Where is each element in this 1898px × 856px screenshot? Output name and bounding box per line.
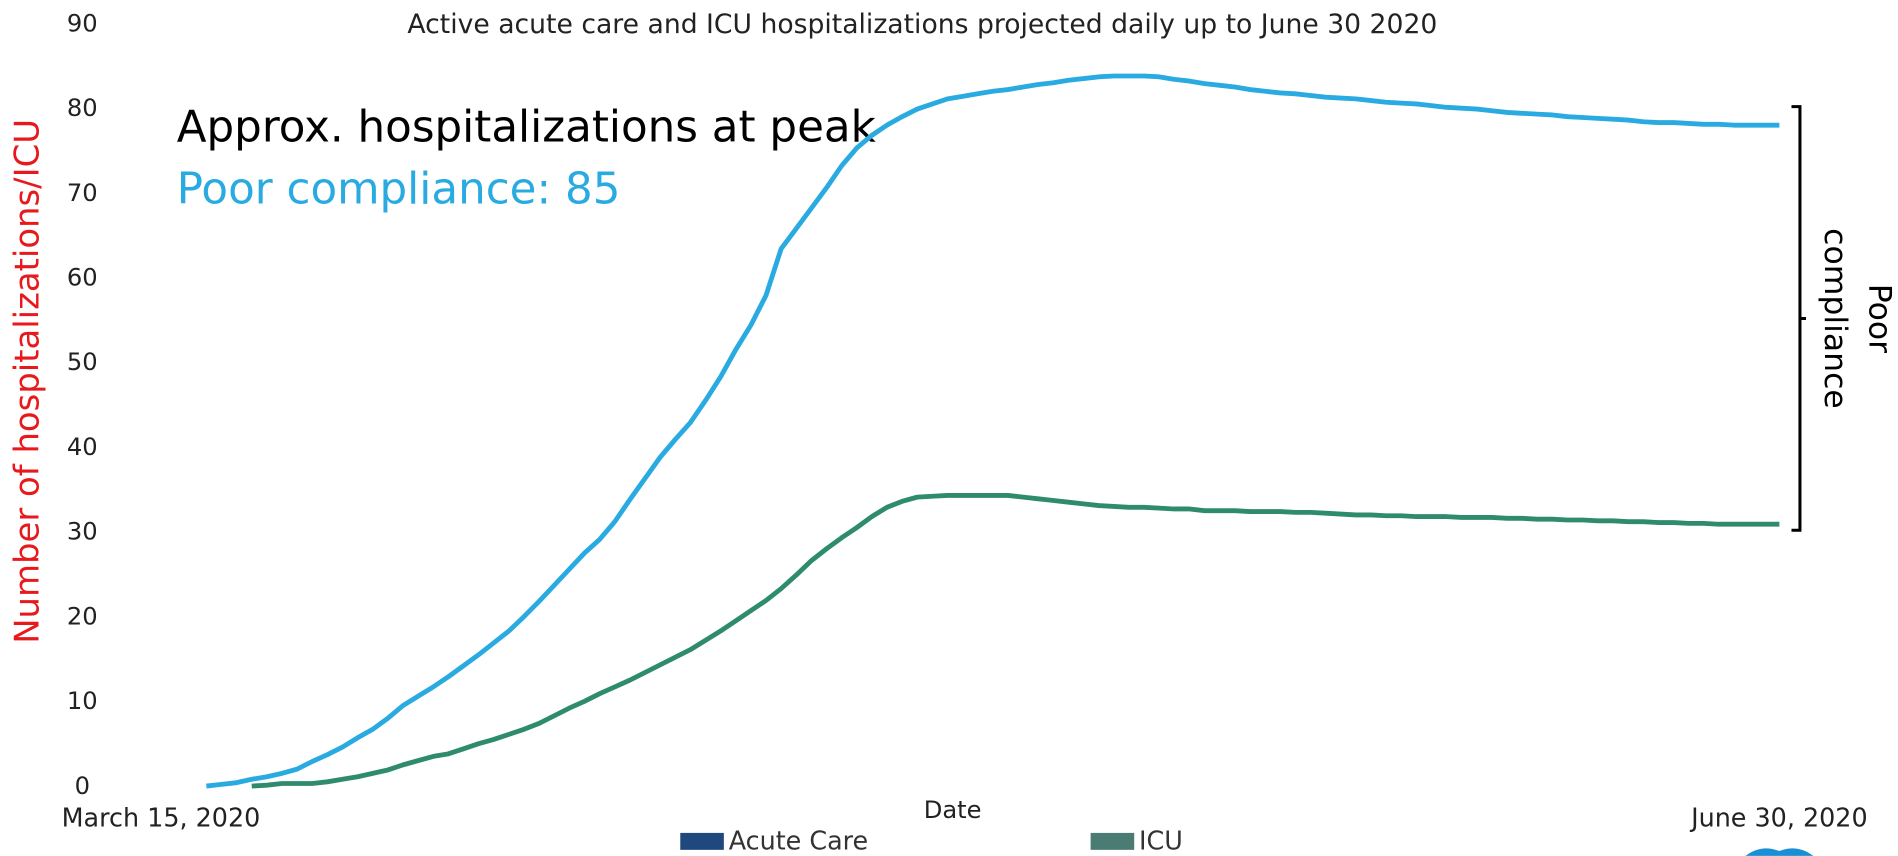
bracket-line [1791,105,1807,532]
y-tick-label: 10 [67,687,98,715]
y-tick-label: 20 [67,602,98,630]
bracket-label: compliance [1817,228,1853,409]
legend-label: Acute Care [729,826,869,856]
x-tick-label: June 30, 2020 [1689,803,1868,833]
y-tick-label: 70 [67,179,98,207]
series-line [251,493,1780,789]
y-tick-label: 50 [67,348,98,376]
x-tick-label: March 15, 2020 [62,803,261,833]
annotation: Approx. hospitalizations at peak [177,103,877,153]
logo-fragment [1745,848,1814,856]
series-line [206,73,1780,789]
legend-swatch [1090,832,1135,850]
y-tick-label: 40 [67,433,98,461]
y-tick-label: 0 [75,772,90,800]
annotation: Poor compliance: 85 [177,164,621,214]
y-axis-label: Number of hospitalizations/ICU [8,119,47,644]
x-axis-label: Date [924,796,982,824]
y-tick-label: 90 [67,9,98,37]
legend-label: ICU [1139,826,1183,856]
legend-swatch [680,832,724,850]
bracket [1791,105,1807,532]
y-tick-label: 80 [67,94,98,122]
y-tick-label: 30 [67,518,98,546]
bracket-label: Poor [1862,284,1898,353]
chart-title: Active acute care and ICU hospitalizatio… [407,9,1437,40]
y-tick-label: 60 [67,264,98,292]
